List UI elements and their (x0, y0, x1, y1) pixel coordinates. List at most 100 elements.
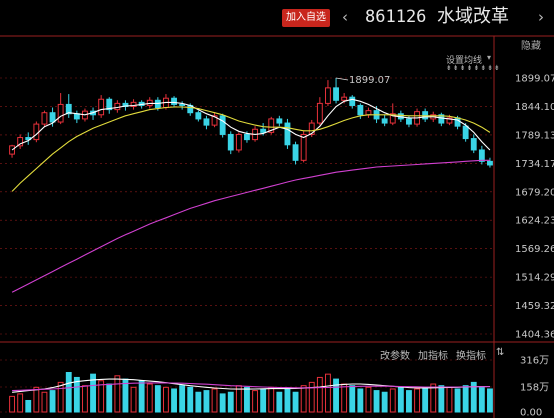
volume-bar (219, 393, 226, 413)
candle (219, 113, 226, 138)
volume-bar (163, 386, 169, 413)
candle (90, 107, 96, 120)
price-tick-label: 1569.26 (515, 244, 554, 255)
volume-bar (138, 380, 145, 413)
candle (203, 115, 210, 130)
volume-bar (454, 388, 461, 413)
volume-bar (130, 386, 137, 413)
volume-bar (406, 390, 412, 413)
volume-bar (82, 385, 88, 413)
add-indicator-button[interactable]: 加指标 (418, 351, 448, 362)
candle (25, 132, 32, 145)
volume-bar (203, 390, 210, 413)
price-tick-label: 1624.23 (515, 216, 554, 227)
volume-bar (98, 380, 105, 413)
candle (268, 116, 275, 135)
candle (349, 95, 356, 109)
candle (106, 97, 113, 114)
candle (462, 123, 469, 142)
prev-stock-icon[interactable]: ‹ (342, 8, 348, 26)
candle (195, 110, 202, 122)
candle (381, 114, 388, 127)
candle (284, 118, 291, 149)
price-tick-label: 1404.36 (515, 330, 554, 341)
volume-bar (73, 376, 80, 413)
candle (333, 78, 339, 104)
ma-settings-dropdown-icon[interactable]: ▾ (487, 53, 492, 62)
ma-line-fast (11, 98, 491, 151)
price-tick-label: 1514.29 (515, 273, 554, 284)
volume-bar (325, 373, 331, 413)
price-tick-label: 1899.07 (515, 74, 554, 85)
volume-bar (195, 391, 202, 413)
volume-bar (171, 388, 177, 413)
candle (276, 115, 283, 127)
volume-bar (470, 381, 477, 413)
candle (478, 145, 485, 165)
candle (211, 112, 218, 128)
volume-bar (260, 388, 267, 413)
volume-bar (316, 376, 323, 413)
volume-bar (57, 381, 64, 413)
candle (300, 131, 307, 163)
volume-bar (154, 385, 161, 413)
price-tick-label: 1844.10 (515, 102, 554, 113)
candle (227, 131, 234, 155)
volume-bar (106, 383, 113, 413)
volume-bar (292, 391, 299, 413)
volume-tick-label: 0.00 (520, 408, 542, 418)
volume-ma-line-2 (12, 382, 490, 392)
candle (292, 141, 299, 165)
add-to-watchlist-button[interactable]: 加入自选 (282, 9, 330, 27)
candle (41, 110, 48, 128)
top-bar: 加入自选 ‹ 861126 水域改革 › (0, 0, 554, 36)
volume-tick-label: 316万 (520, 356, 549, 367)
volume-bar (33, 386, 40, 413)
candle (57, 93, 64, 125)
candle (33, 121, 40, 143)
candle (438, 112, 445, 127)
volume-bar (300, 385, 307, 413)
candle (65, 94, 72, 118)
ma-line-mid (11, 106, 491, 192)
volume-bar (244, 386, 250, 413)
swap-arrows-icon[interactable]: ⇅ (496, 347, 505, 358)
price-tick-label: 1789.13 (515, 130, 554, 141)
next-stock-icon[interactable]: › (538, 8, 544, 26)
candle (98, 95, 105, 118)
hide-button[interactable]: 隐藏 (521, 41, 541, 52)
volume-bar (41, 391, 48, 413)
volume-bar (478, 386, 485, 413)
candle (325, 80, 331, 106)
max-price-label: 1899.07 (349, 75, 390, 86)
switch-indicator-button[interactable]: 换指标 (456, 351, 486, 362)
volume-bar (341, 383, 348, 413)
volume-bar (114, 375, 121, 413)
edit-params-button[interactable]: 改参数 (380, 351, 410, 362)
volume-bar (9, 395, 15, 413)
volume-bar (381, 391, 388, 413)
volume-bar (430, 383, 437, 413)
candle (487, 157, 493, 168)
volume-bar (308, 381, 315, 413)
price-tick-label: 1679.20 (515, 187, 554, 198)
volume-bar (365, 386, 372, 413)
volume-bar (25, 399, 32, 413)
volume-bar (357, 388, 364, 413)
candle (365, 107, 372, 118)
ma-toggle-arrows[interactable]: ⇟⇟⇟⇟⇟⇟⇟⇟ (446, 64, 501, 72)
stock-code: 861126 (365, 7, 427, 27)
candle (73, 110, 80, 124)
ma-settings-button[interactable]: 设置均线 (446, 56, 483, 66)
volume-bar (227, 391, 234, 413)
volume-bar (333, 378, 339, 413)
volume-bar (146, 383, 153, 413)
volume-ma-line (12, 378, 490, 393)
price-axis: 1899.07 1844.10 1789.13 1734.17 1679.20 1624.… (335, 74, 554, 418)
volume-bar (211, 388, 218, 413)
candle (179, 101, 186, 110)
candle (130, 99, 137, 110)
volume-bar (49, 390, 56, 413)
volume-bar (462, 385, 469, 413)
